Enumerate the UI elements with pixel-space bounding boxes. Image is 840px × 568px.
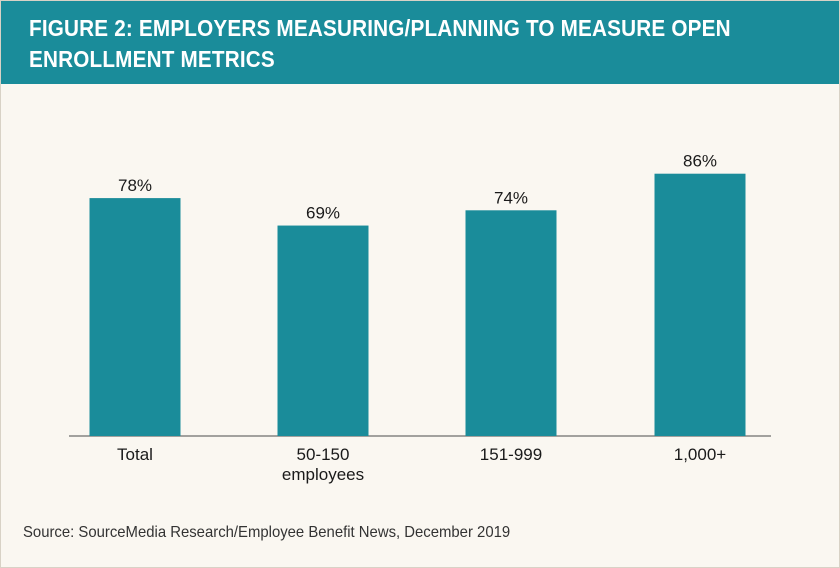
bar-3: [465, 210, 557, 436]
category-label-3: 151-999: [480, 445, 542, 464]
category-label-2: 50-150 employees: [282, 445, 364, 484]
figure-title: FIGURE 2: EMPLOYERS MEASURING/PLANNING T…: [29, 15, 731, 72]
value-label-1: 78%: [118, 176, 152, 195]
category-label-4: 1,000+: [674, 445, 727, 464]
bar-chart: 78% Total 69% 50-150 employees 74% 151-999 86% 1…: [69, 152, 771, 484]
value-label-3: 74%: [494, 188, 528, 207]
source-note: Source: SourceMedia Research/Employee Be…: [23, 524, 511, 541]
bar-1: [89, 198, 181, 436]
category-label-line: 50-150: [297, 445, 350, 464]
category-label-line: Total: [117, 445, 153, 464]
category-label-1: Total: [117, 445, 153, 464]
value-label-4: 86%: [683, 152, 717, 171]
category-label-line: 151-999: [480, 445, 542, 464]
category-label-line: 1,000+: [674, 445, 727, 464]
bar-4: [654, 173, 746, 436]
value-label-2: 69%: [306, 204, 340, 223]
bar-2: [277, 225, 369, 436]
figure-header: FIGURE 2: EMPLOYERS MEASURING/PLANNING T…: [1, 1, 839, 84]
category-label-line: employees: [282, 465, 364, 484]
